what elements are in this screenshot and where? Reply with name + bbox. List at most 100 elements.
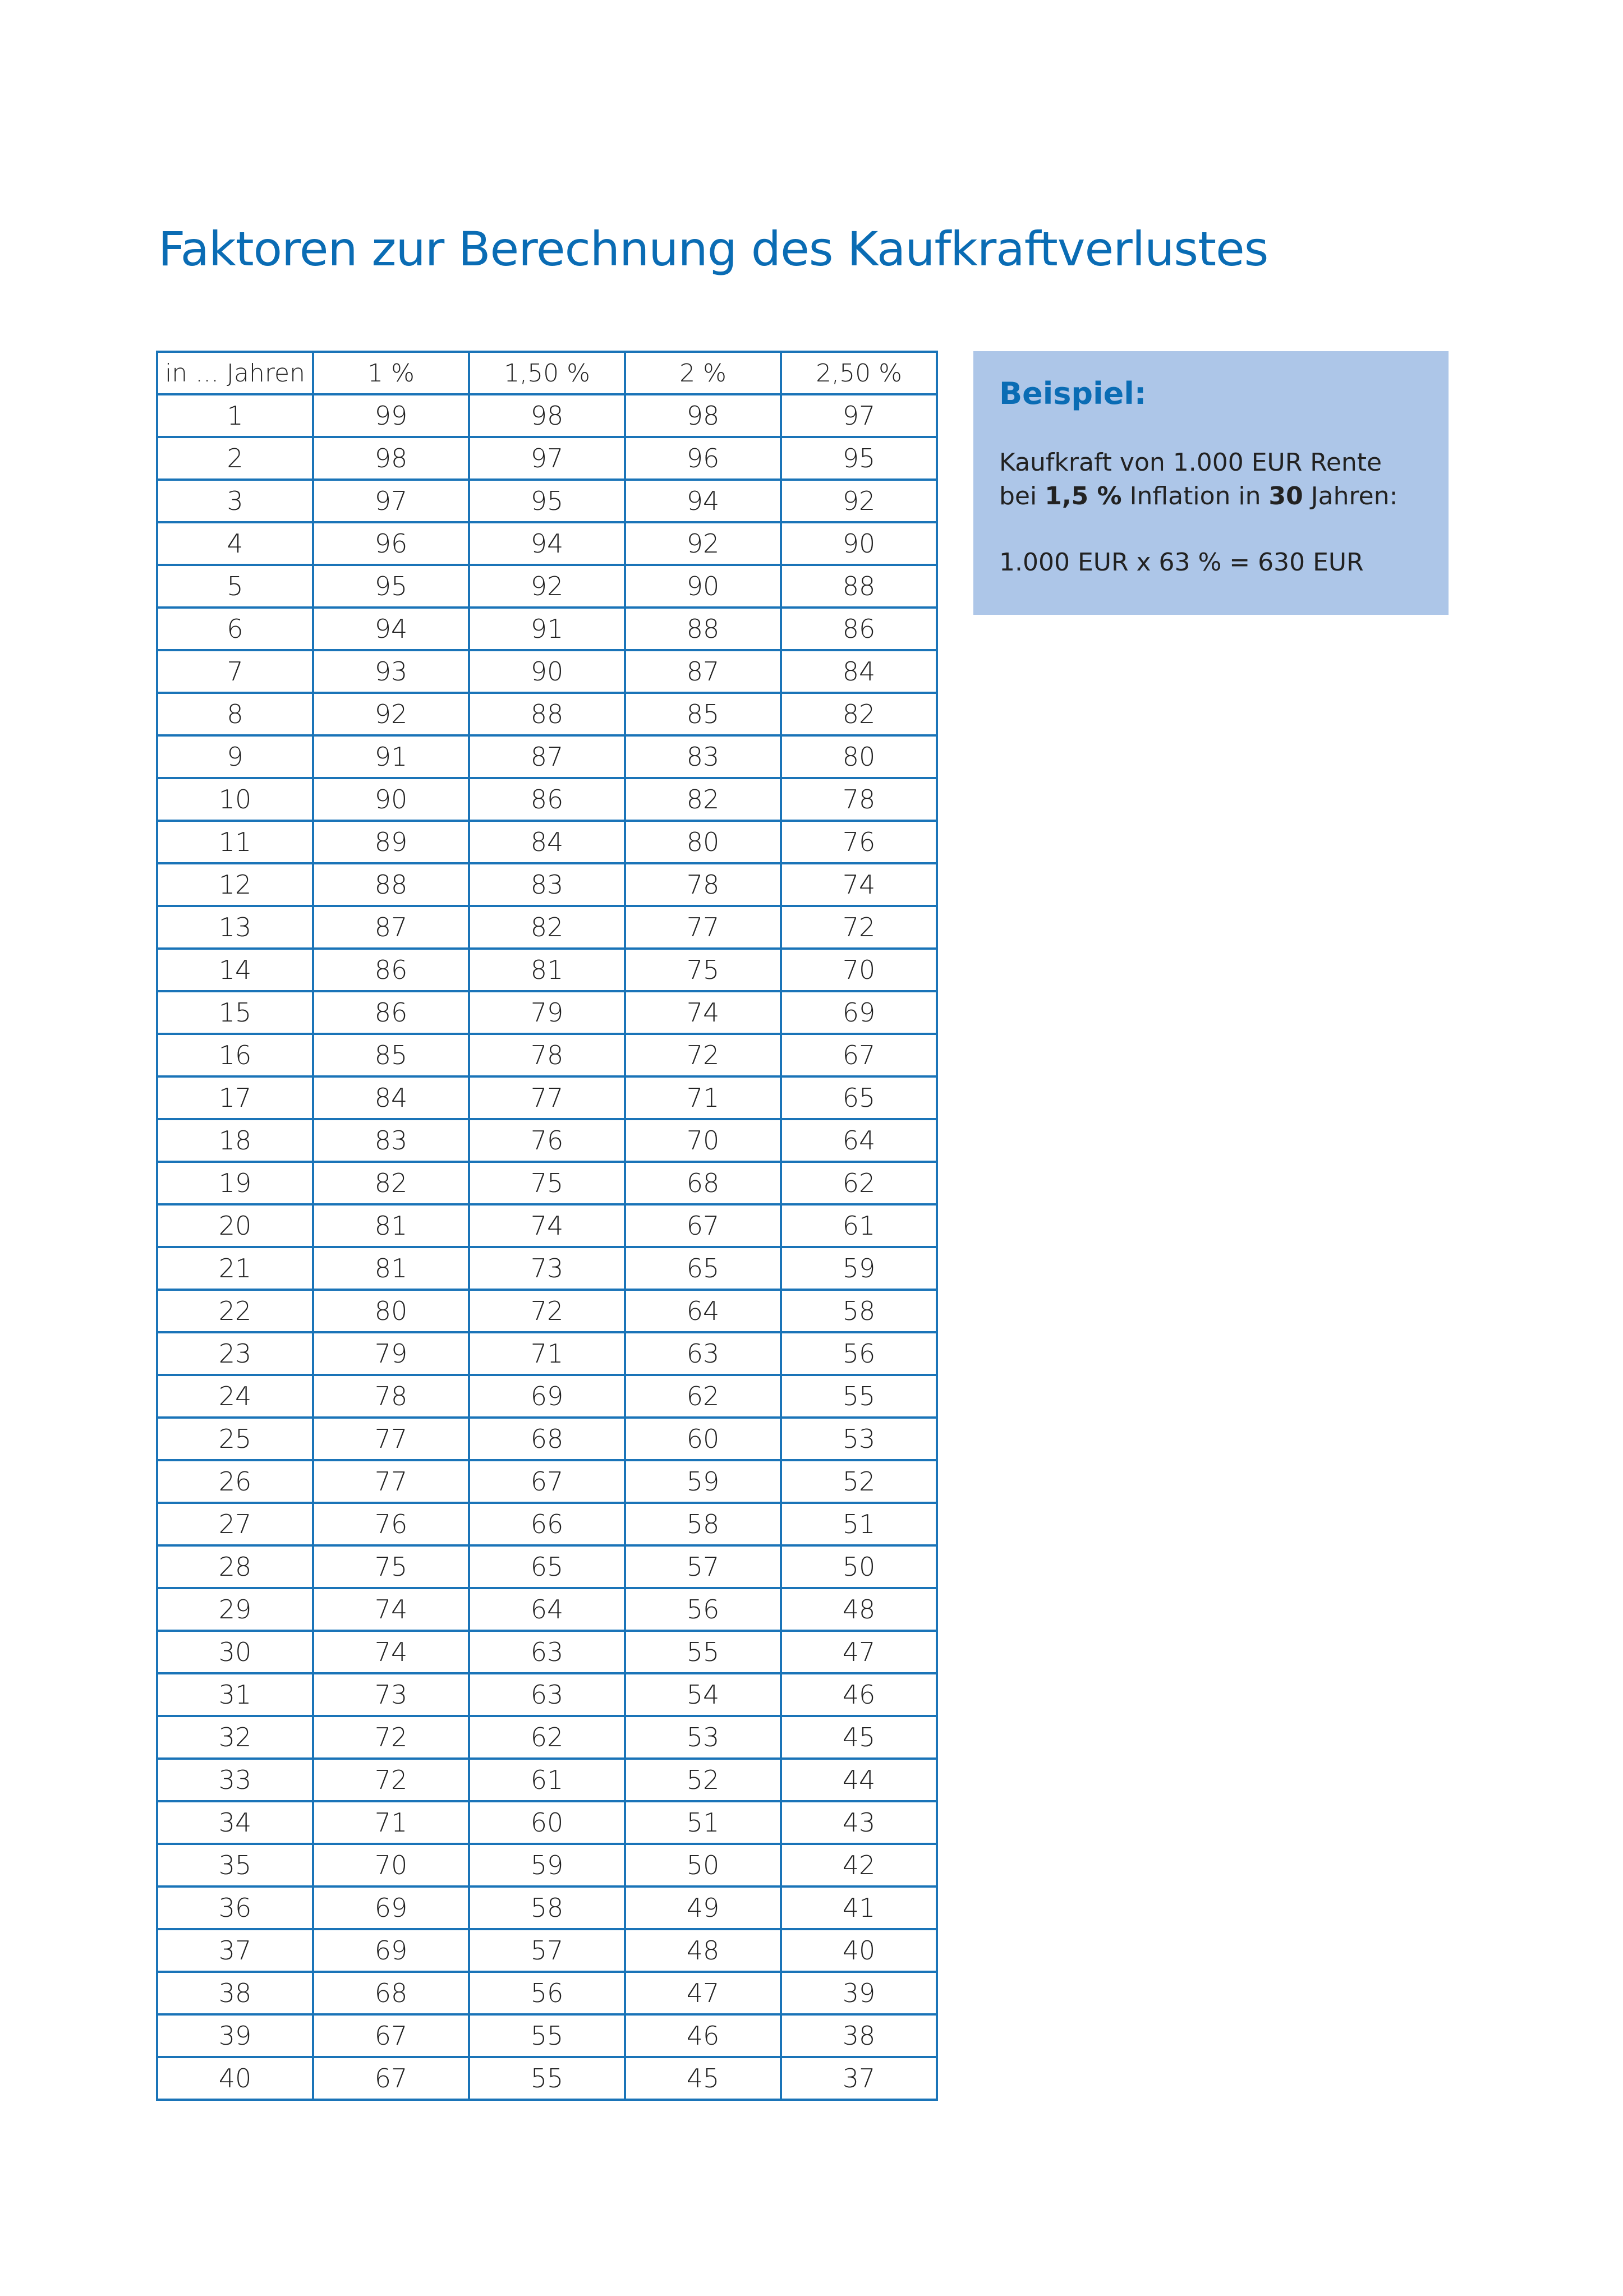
factor-cell: 98 (624, 393, 782, 438)
factor-cell: 74 (312, 1630, 470, 1674)
factor-cell: 52 (780, 1459, 938, 1504)
years-cell: 38 (156, 1971, 314, 2016)
table-row: 26 77 67 59 52 (156, 1459, 938, 1504)
factor-cell: 96 (624, 436, 782, 481)
factor-cell: 62 (468, 1715, 626, 1760)
years-cell: 12 (156, 862, 314, 907)
table-row: 27 76 66 58 51 (156, 1502, 938, 1547)
table-row: 18 83 76 70 64 (156, 1118, 938, 1163)
factor-cell: 83 (312, 1118, 470, 1163)
table-row: 40 67 55 45 37 (156, 2056, 938, 2101)
column-header: 1,50 % (468, 351, 626, 395)
factor-cell: 75 (312, 1544, 470, 1589)
factor-cell: 81 (468, 947, 626, 992)
table-row: 6 94 91 88 86 (156, 606, 938, 651)
factor-cell: 56 (780, 1331, 938, 1376)
factor-cell: 73 (312, 1672, 470, 1717)
factor-cell: 87 (312, 905, 470, 950)
factor-cell: 74 (624, 990, 782, 1035)
years-cell: 29 (156, 1587, 314, 1632)
table-row: 12 88 83 78 74 (156, 862, 938, 907)
text: bei (999, 482, 1045, 510)
factor-cell: 84 (780, 649, 938, 694)
factor-cell: 71 (468, 1331, 626, 1376)
factor-cell: 61 (780, 1203, 938, 1248)
table-row: 37 69 57 48 40 (156, 1928, 938, 1973)
factor-cell: 97 (468, 436, 626, 481)
factor-cell: 70 (624, 1118, 782, 1163)
factor-cell: 69 (312, 1885, 470, 1930)
factor-cell: 67 (468, 1459, 626, 1504)
table-row: 5 95 92 90 88 (156, 564, 938, 609)
factor-cell: 59 (468, 1843, 626, 1888)
factor-cell: 63 (624, 1331, 782, 1376)
factor-cell: 96 (312, 521, 470, 566)
factor-cell: 82 (312, 1161, 470, 1205)
factor-cell: 53 (780, 1416, 938, 1461)
years-cell: 33 (156, 1757, 314, 1802)
column-header: 1 % (312, 351, 470, 395)
factor-cell: 74 (312, 1587, 470, 1632)
years-cell: 13 (156, 905, 314, 950)
factor-cell: 64 (780, 1118, 938, 1163)
factor-cell: 85 (312, 1033, 470, 1078)
factor-cell: 72 (780, 905, 938, 950)
factor-cell: 62 (780, 1161, 938, 1205)
table-row: 7 93 90 87 84 (156, 649, 938, 694)
example-text: Kaufkraft von 1.000 EUR Rente bei 1,5 % … (999, 446, 1423, 579)
factor-cell: 59 (780, 1246, 938, 1291)
table-row: 14 86 81 75 70 (156, 947, 938, 992)
years: 30 (1268, 482, 1303, 510)
table-row: 31 73 63 54 46 (156, 1672, 938, 1717)
factor-cell: 92 (468, 564, 626, 609)
example-box: Beispiel: Kaufkraft von 1.000 EUR Rente … (973, 351, 1449, 615)
table-row: 23 79 71 63 56 (156, 1331, 938, 1376)
table-row: 38 68 56 47 39 (156, 1971, 938, 2016)
table-row: 1 99 98 98 97 (156, 393, 938, 438)
years-cell: 11 (156, 820, 314, 864)
factor-cell: 70 (312, 1843, 470, 1888)
factor-cell: 56 (468, 1971, 626, 2016)
factor-cell: 86 (312, 990, 470, 1035)
factor-cell: 97 (312, 478, 470, 523)
factor-cell: 82 (780, 692, 938, 737)
factor-cell: 40 (780, 1928, 938, 1973)
years-cell: 27 (156, 1502, 314, 1547)
factor-cell: 68 (312, 1971, 470, 2016)
factor-cell: 88 (312, 862, 470, 907)
years-cell: 15 (156, 990, 314, 1035)
years-cell: 37 (156, 1928, 314, 1973)
factor-cell: 58 (624, 1502, 782, 1547)
table-row: 20 81 74 67 61 (156, 1203, 938, 1248)
factor-cell: 55 (624, 1630, 782, 1674)
years-cell: 17 (156, 1075, 314, 1120)
factor-cell: 80 (624, 820, 782, 864)
factor-cell: 90 (312, 777, 470, 822)
factor-cell: 95 (780, 436, 938, 481)
factor-cell: 79 (468, 990, 626, 1035)
factor-cell: 45 (780, 1715, 938, 1760)
factor-cell: 39 (780, 1971, 938, 2016)
factor-cell: 50 (780, 1544, 938, 1589)
factor-cell: 98 (468, 393, 626, 438)
years-cell: 20 (156, 1203, 314, 1248)
factor-cell: 67 (780, 1033, 938, 1078)
factor-cell: 46 (780, 1672, 938, 1717)
factor-cell: 82 (468, 905, 626, 950)
table-row: 9 91 87 83 80 (156, 734, 938, 779)
factor-cell: 55 (468, 2013, 626, 2058)
factor-cell: 63 (468, 1630, 626, 1674)
years-cell: 25 (156, 1416, 314, 1461)
years-cell: 2 (156, 436, 314, 481)
years-cell: 18 (156, 1118, 314, 1163)
years-cell: 1 (156, 393, 314, 438)
table-row: 28 75 65 57 50 (156, 1544, 938, 1589)
page-title: Faktoren zur Berechnung des Kaufkraftver… (158, 222, 1268, 277)
factor-cell: 43 (780, 1800, 938, 1845)
table-row: 15 86 79 74 69 (156, 990, 938, 1035)
example-line-1: Kaufkraft von 1.000 EUR Rente (999, 448, 1382, 477)
factor-cell: 37 (780, 2056, 938, 2101)
years-cell: 39 (156, 2013, 314, 2058)
factor-cell: 60 (468, 1800, 626, 1845)
years-cell: 30 (156, 1630, 314, 1674)
